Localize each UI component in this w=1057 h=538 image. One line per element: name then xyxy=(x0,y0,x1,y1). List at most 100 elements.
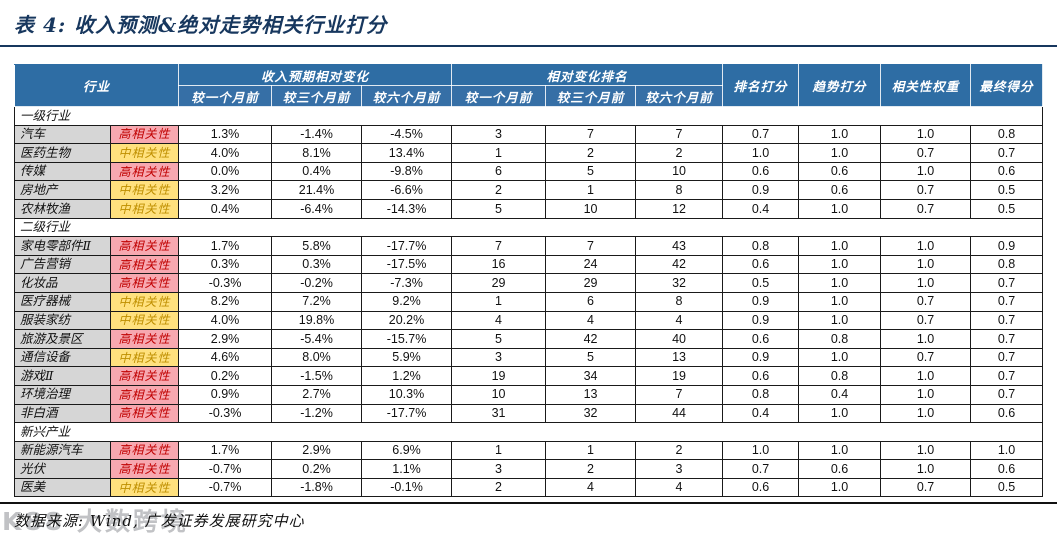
industry-name-cell: 旅游及景区 xyxy=(14,329,111,349)
industry-name-cell: 化妆品 xyxy=(14,273,111,293)
value-cell: 0.6 xyxy=(722,161,800,182)
industry-row: 农林牧渔 中相关性 0.4% -6.4% -14.3% 5 10 12 0.4 1.0 0.7 0.5 xyxy=(14,198,1044,219)
value-cell: 1 xyxy=(545,180,637,200)
value-cell: 7 xyxy=(451,236,547,256)
value-cell: 0.8 xyxy=(722,236,800,256)
value-cell: 0.0% xyxy=(178,161,273,182)
value-cell: 0.2% xyxy=(271,459,363,479)
value-cell: 0.6 xyxy=(798,161,882,182)
value-cell: 1.0 xyxy=(798,124,882,145)
value-cell: 13 xyxy=(635,347,724,368)
value-cell: 2.9% xyxy=(271,440,363,461)
value-cell: -17.5% xyxy=(361,254,453,275)
value-cell: -6.4% xyxy=(271,198,363,219)
value-cell: 0.7 xyxy=(880,347,972,368)
value-cell: 1.0 xyxy=(880,273,972,293)
subcol-rank-1m: 较一个月前 xyxy=(451,85,547,107)
value-cell: 2 xyxy=(451,180,547,200)
value-cell: 0.9 xyxy=(722,310,800,331)
table-title: 表 4: 收入预测&绝对走势相关行业打分 xyxy=(14,13,388,37)
value-cell: 0.3% xyxy=(271,254,363,275)
industry-row: 游戏Ⅱ 高相关性 0.2% -1.5% 1.2% 19 34 19 0.6 0.8 1.0 0.7 xyxy=(14,366,1044,386)
value-cell: 7 xyxy=(635,124,724,145)
value-cell: -0.7% xyxy=(178,477,273,498)
subcol-rev-3m: 较三个月前 xyxy=(271,85,363,107)
value-cell: 0.8 xyxy=(798,329,882,349)
value-cell: 43 xyxy=(635,236,724,256)
value-cell: 1.0 xyxy=(880,459,972,479)
value-cell: 1.0 xyxy=(798,273,882,293)
value-cell: 0.6 xyxy=(798,459,882,479)
correlation-badge: 高相关性 xyxy=(109,236,180,256)
value-cell: 0.4% xyxy=(178,198,273,219)
table-body: 一级行业 汽车 高相关性 1.3% -1.4% -4.5% 3 7 7 0.7 1.0 1.0 0.8 医… xyxy=(13,106,1044,498)
value-cell: 0.7 xyxy=(970,291,1044,312)
value-cell: 6 xyxy=(545,291,637,312)
industry-row: 广告营销 高相关性 0.3% 0.3% -17.5% 16 24 42 0.6 1.0 1.0 0.8 xyxy=(14,254,1044,275)
value-cell: 0.4 xyxy=(722,198,800,219)
value-cell: -0.2% xyxy=(271,273,363,293)
footer: K88 大数跨境 数据来源: Wind, 广发证券发展研究中心 xyxy=(2,507,1057,536)
value-cell: 0.6 xyxy=(722,366,800,386)
value-cell: 32 xyxy=(545,403,637,424)
value-cell: 0.6 xyxy=(970,403,1044,424)
industry-row: 化妆品 高相关性 -0.3% -0.2% -7.3% 29 29 32 0.5 1.0 1.0 0.7 xyxy=(14,273,1044,293)
table-bottom-divider xyxy=(0,502,1057,505)
value-cell: 10.3% xyxy=(361,384,453,405)
value-cell: 0.9 xyxy=(722,291,800,312)
correlation-badge: 高相关性 xyxy=(109,273,180,293)
industry-name-cell: 医疗器械 xyxy=(14,291,111,312)
value-cell: -15.7% xyxy=(361,329,453,349)
value-cell: 5 xyxy=(451,198,547,219)
value-cell: 4 xyxy=(635,310,724,331)
value-cell: -1.8% xyxy=(271,477,363,498)
value-cell: 29 xyxy=(451,273,547,293)
value-cell: 7 xyxy=(545,124,637,145)
value-cell: 0.7 xyxy=(970,347,1044,368)
section-row: 二级行业 xyxy=(13,217,1044,238)
value-cell: 8.2% xyxy=(178,291,273,312)
value-cell: -7.3% xyxy=(361,273,453,293)
col-header-final-score: 最终得分 xyxy=(970,64,1044,107)
value-cell: 2 xyxy=(635,143,724,163)
value-cell: 0.5 xyxy=(970,198,1044,219)
value-cell: -0.3% xyxy=(178,273,273,293)
value-cell: 0.8 xyxy=(970,254,1044,275)
correlation-badge: 中相关性 xyxy=(109,291,180,312)
value-cell: 10 xyxy=(451,384,547,405)
value-cell: 1.0 xyxy=(880,236,972,256)
value-cell: 5 xyxy=(545,161,637,182)
value-cell: 1.0 xyxy=(798,440,882,461)
value-cell: 8 xyxy=(635,291,724,312)
value-cell: -1.2% xyxy=(271,403,363,424)
value-cell: 0.7 xyxy=(970,273,1044,293)
correlation-badge: 高相关性 xyxy=(109,384,180,405)
correlation-badge: 高相关性 xyxy=(109,440,180,461)
correlation-badge: 高相关性 xyxy=(109,329,180,349)
correlation-badge: 高相关性 xyxy=(109,366,180,386)
value-cell: 20.2% xyxy=(361,310,453,331)
value-cell: 13 xyxy=(545,384,637,405)
value-cell: 42 xyxy=(545,329,637,349)
value-cell: 1.0 xyxy=(798,310,882,331)
value-cell: 16 xyxy=(451,254,547,275)
value-cell: 42 xyxy=(635,254,724,275)
value-cell: 0.9 xyxy=(722,347,800,368)
correlation-badge: 中相关性 xyxy=(109,310,180,331)
value-cell: 3 xyxy=(635,459,724,479)
value-cell: -5.4% xyxy=(271,329,363,349)
correlation-badge: 高相关性 xyxy=(109,254,180,275)
value-cell: 9.2% xyxy=(361,291,453,312)
industry-name-cell: 汽车 xyxy=(14,124,111,145)
value-cell: 0.7 xyxy=(880,310,972,331)
subcol-rev-1m: 较一个月前 xyxy=(178,85,273,107)
value-cell: 44 xyxy=(635,403,724,424)
value-cell: 1.0 xyxy=(880,124,972,145)
industry-name-cell: 农林牧渔 xyxy=(14,198,111,219)
industry-row: 服装家纺 中相关性 4.0% 19.8% 20.2% 4 4 4 0.9 1.0 0.7 0.7 xyxy=(14,310,1044,331)
subcol-rank-6m: 较六个月前 xyxy=(635,85,724,107)
value-cell: 0.9 xyxy=(722,180,800,200)
value-cell: 0.6 xyxy=(722,477,800,498)
correlation-badge: 中相关性 xyxy=(109,477,180,498)
value-cell: 13.4% xyxy=(361,143,453,163)
